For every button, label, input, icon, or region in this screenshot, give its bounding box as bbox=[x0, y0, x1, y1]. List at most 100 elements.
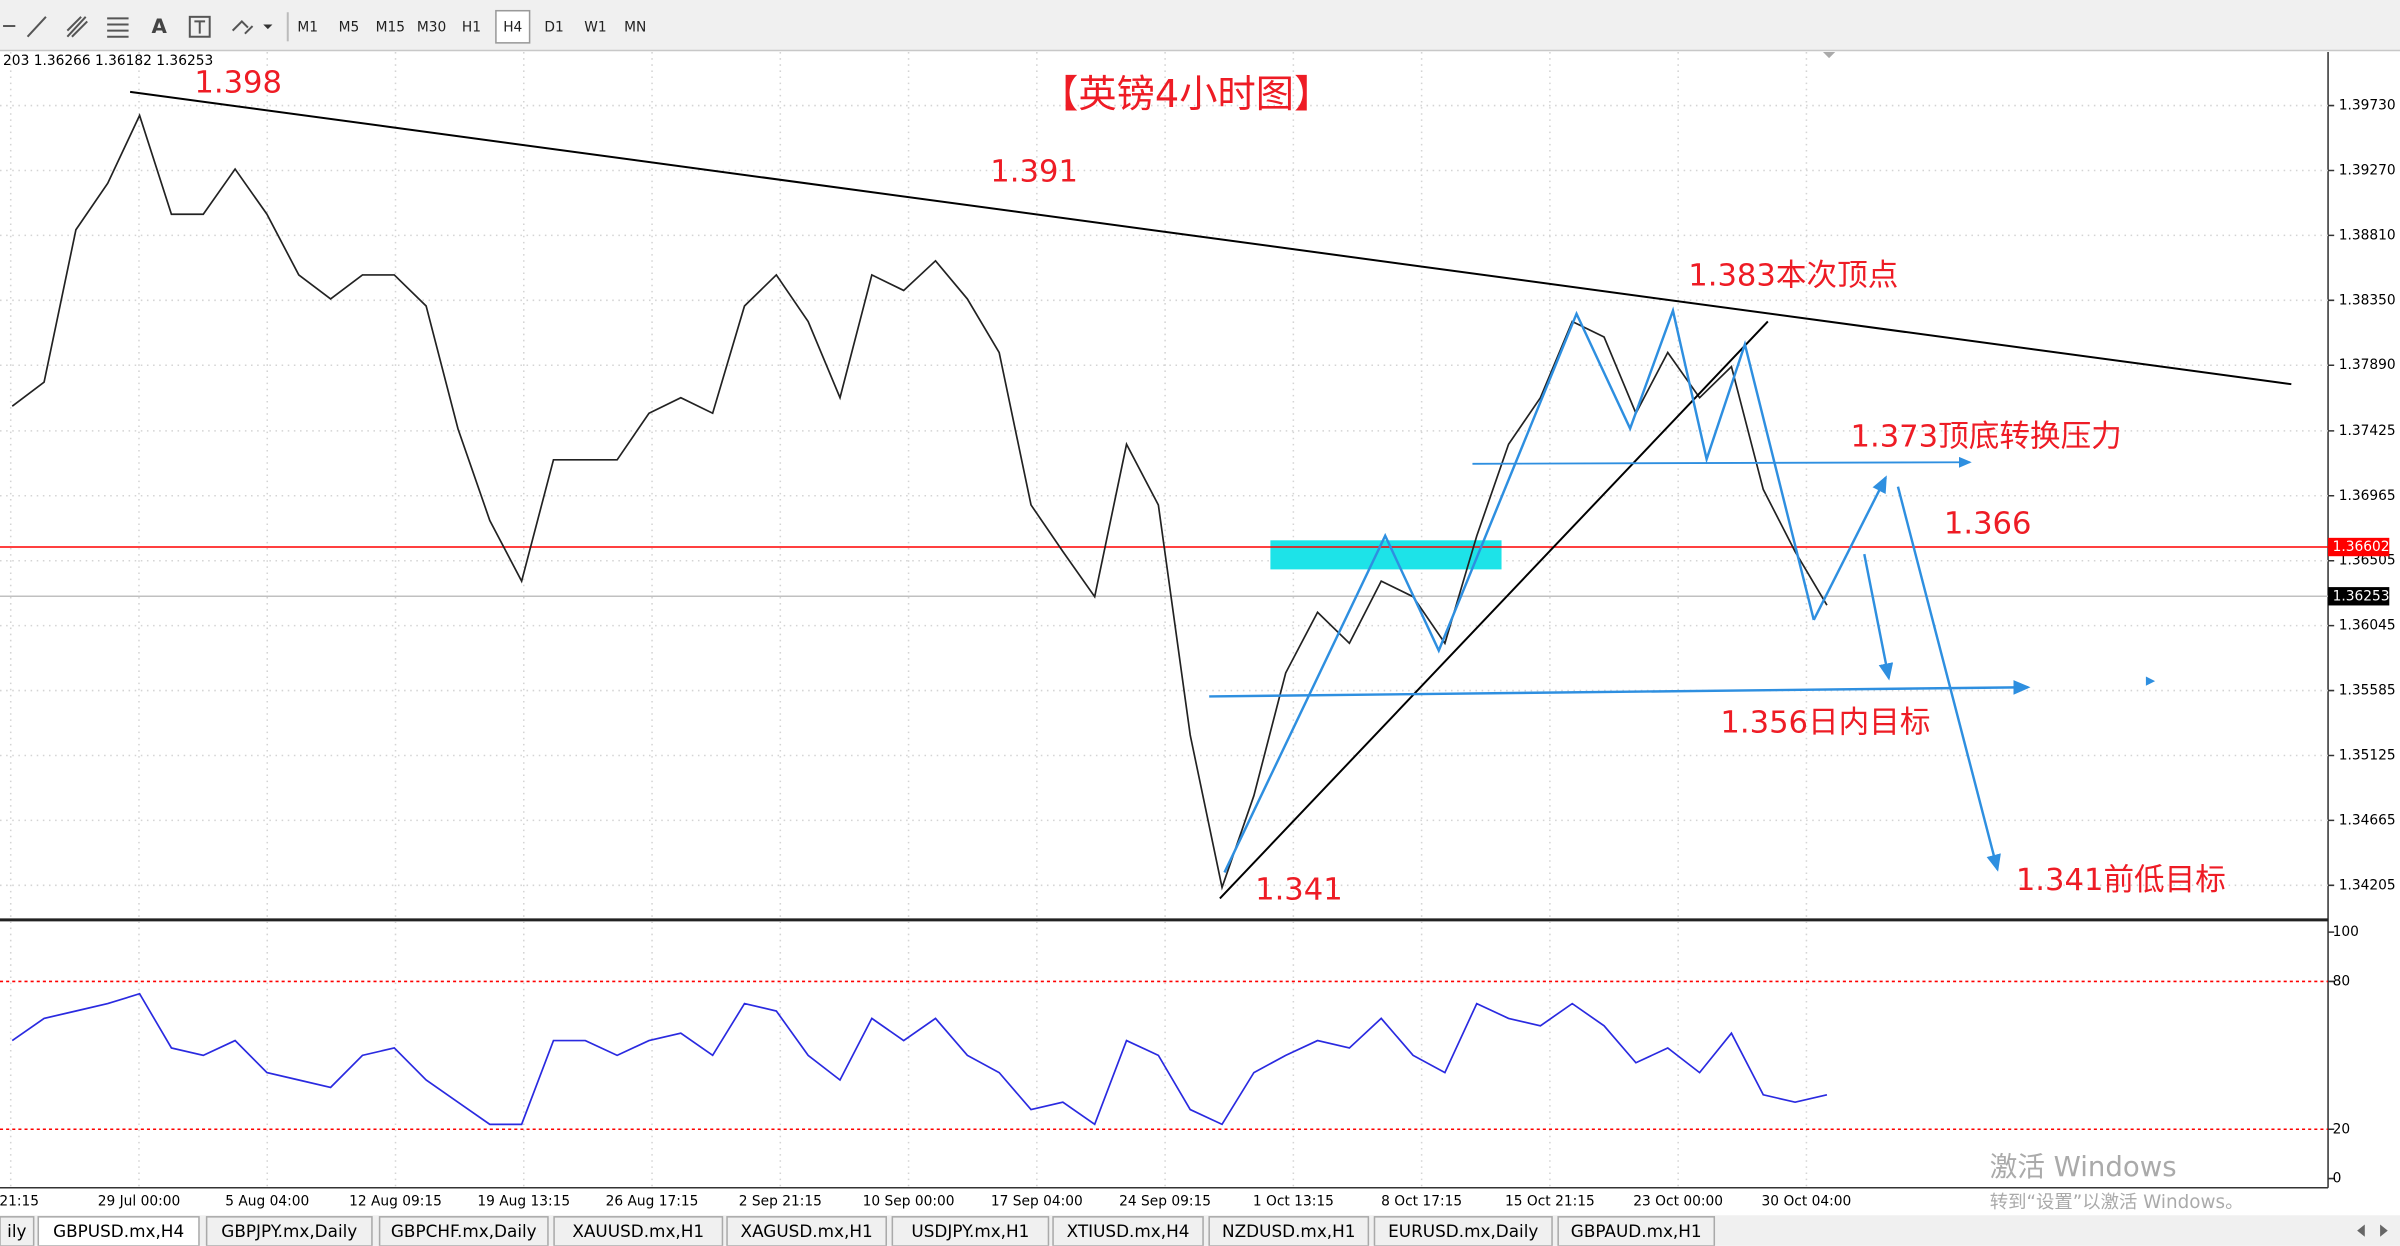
shift-marker bbox=[1822, 52, 1836, 59]
y-tick-label: 1.39730 bbox=[2339, 98, 2396, 114]
timeframe-button[interactable]: M15 bbox=[376, 20, 405, 36]
fibo-tool[interactable] bbox=[66, 16, 88, 38]
tab-label[interactable]: GBPAUD.mx,H1 bbox=[1571, 1221, 1702, 1241]
tab[interactable] bbox=[726, 1216, 887, 1246]
timeframe-button[interactable]: MN bbox=[624, 20, 646, 36]
x-tick-label: 30 Oct 04:00 bbox=[1762, 1194, 1852, 1210]
tab-label[interactable]: NZDUSD.mx,H1 bbox=[1222, 1221, 1355, 1241]
resistance-zone bbox=[1270, 540, 1502, 570]
x-tick-label: 12 Aug 09:15 bbox=[349, 1194, 442, 1210]
axes: 1.39730 1.39270 1.38810 1.38350 1.37890 1.374… bbox=[0, 98, 2396, 1210]
y-tick-label: 1.39270 bbox=[2339, 162, 2396, 178]
tab[interactable] bbox=[1052, 1216, 1204, 1246]
annotation: 1.341 bbox=[1255, 872, 1343, 907]
series-layer bbox=[0, 113, 2329, 1126]
tab-label[interactable]: EURUSD.mx,Daily bbox=[1388, 1221, 1538, 1241]
label-tool[interactable] bbox=[188, 15, 211, 38]
intraday-arrow bbox=[1863, 553, 1894, 681]
price-series bbox=[11, 113, 1828, 891]
marker bbox=[2145, 676, 2156, 686]
y-tick-label: 1.36045 bbox=[2339, 618, 2396, 634]
annotation: 1.356日内目标 bbox=[1720, 705, 1930, 740]
tab-label[interactable]: XTIUSD.mx,H4 bbox=[1067, 1221, 1190, 1241]
tab[interactable] bbox=[1557, 1216, 1716, 1246]
annotation: 1.341前低目标 bbox=[2016, 863, 2226, 898]
trendline-tool[interactable] bbox=[26, 16, 47, 38]
annotation: 1.383本次顶点 bbox=[1688, 259, 1898, 294]
chart-title: 【英镑4小时图】 bbox=[1040, 72, 1332, 117]
timeframes: M1 M5 M15 M30 H1 H4 D1 W1 MN bbox=[297, 9, 646, 44]
tab[interactable] bbox=[891, 1216, 1050, 1246]
chart-area bbox=[0, 52, 2329, 1187]
y-tick-label: 1.35585 bbox=[2339, 683, 2396, 699]
tabs: ily GBPUSD.mx,H4 GBPJPY.mx,Daily GBPCHF.mx,… bbox=[0, 1216, 1716, 1246]
x-tick-label: 10 Sep 00:00 bbox=[863, 1194, 955, 1210]
tab[interactable] bbox=[37, 1216, 200, 1246]
x-tick-label: 17 Sep 04:00 bbox=[991, 1194, 1083, 1210]
rsi-tick-label: 0 bbox=[2333, 1171, 2342, 1187]
rebound-arrow bbox=[1812, 475, 1887, 621]
y-tick-label: 1.37890 bbox=[2339, 357, 2396, 373]
toolbar bbox=[0, 0, 2400, 51]
watermark-subtitle: 转到“设置”以激活 Windows。 bbox=[1990, 1192, 2244, 1213]
timeframe-button[interactable]: M1 bbox=[297, 20, 318, 36]
rsi-tick-label: 20 bbox=[2333, 1121, 2351, 1137]
tool-icons bbox=[3, 12, 289, 42]
ohlc-header: 203 1.36266 1.36182 1.36253 bbox=[3, 53, 213, 69]
annotation: 1.373顶底转换压力 bbox=[1851, 419, 2122, 454]
tab-label[interactable]: USDJPY.mx,H1 bbox=[911, 1221, 1029, 1241]
tab[interactable] bbox=[378, 1216, 549, 1246]
y-tick-label: 1.38350 bbox=[2339, 292, 2396, 308]
price-label-box bbox=[2328, 587, 2390, 606]
y-tick-label: 1.34665 bbox=[2339, 812, 2396, 828]
tab[interactable] bbox=[553, 1216, 724, 1246]
tab-label[interactable]: ily bbox=[7, 1221, 26, 1241]
timeframe-button[interactable]: M5 bbox=[339, 20, 360, 36]
watermark-title: 激活 Windows bbox=[1990, 1151, 2177, 1183]
x-tick-label: 5 Aug 04:00 bbox=[225, 1194, 309, 1210]
drawings bbox=[129, 90, 2292, 900]
timeframe-button[interactable]: D1 bbox=[544, 20, 563, 36]
text-tool[interactable]: A bbox=[151, 15, 167, 38]
down-trendline bbox=[129, 90, 2292, 386]
timeframe-button[interactable]: H1 bbox=[462, 20, 481, 36]
y-tick-label: 1.36505 bbox=[2339, 553, 2396, 569]
pressure-line bbox=[1472, 456, 1972, 468]
y-tick-label: 1.35125 bbox=[2339, 747, 2396, 763]
annotation: 1.366 bbox=[1944, 506, 2032, 541]
arrows-tool[interactable] bbox=[231, 20, 254, 35]
x-tick-label: 19 Aug 13:15 bbox=[477, 1194, 570, 1210]
timeframe-active bbox=[495, 9, 531, 44]
grid bbox=[0, 52, 2329, 1187]
tab-label[interactable]: XAGUSD.mx,H1 bbox=[741, 1221, 873, 1241]
timeframe-button[interactable]: M30 bbox=[417, 20, 446, 36]
wave-path bbox=[1223, 306, 1815, 873]
x-tick-label: ul 21:15 bbox=[0, 1194, 39, 1210]
tab[interactable] bbox=[205, 1216, 373, 1246]
y-tick-label: 1.38810 bbox=[2339, 227, 2396, 243]
timeframe-button[interactable]: H4 bbox=[503, 20, 522, 36]
target-line bbox=[1209, 680, 2031, 698]
tab-label[interactable]: GBPCHF.mx,Daily bbox=[391, 1221, 537, 1241]
lines-tool[interactable] bbox=[107, 17, 129, 38]
annotation: 1.398 bbox=[194, 66, 282, 101]
x-tick-label: 8 Oct 17:15 bbox=[1381, 1194, 1462, 1210]
x-tick-label: 23 Oct 00:00 bbox=[1633, 1194, 1723, 1210]
x-tick-label: 1 Oct 13:15 bbox=[1253, 1194, 1334, 1210]
rsi-series bbox=[11, 992, 1828, 1126]
x-tick-label: 26 Aug 17:15 bbox=[606, 1194, 699, 1210]
up-trendline bbox=[1219, 320, 1769, 900]
timeframe-button[interactable]: W1 bbox=[584, 20, 606, 36]
rsi-tick-label: 80 bbox=[2333, 973, 2351, 989]
price-label: 1.36253 bbox=[2333, 588, 2390, 604]
tab[interactable] bbox=[1208, 1216, 1370, 1246]
tab-label[interactable]: XAUUSD.mx,H1 bbox=[572, 1221, 704, 1241]
tab-label[interactable]: GBPUSD.mx,H4 bbox=[53, 1221, 184, 1241]
y-tick-label: 1.36965 bbox=[2339, 488, 2396, 504]
low-target-arrow bbox=[1896, 486, 2001, 872]
annotation: 1.391 bbox=[990, 154, 1078, 189]
tab-label[interactable]: GBPJPY.mx,Daily bbox=[221, 1221, 357, 1241]
